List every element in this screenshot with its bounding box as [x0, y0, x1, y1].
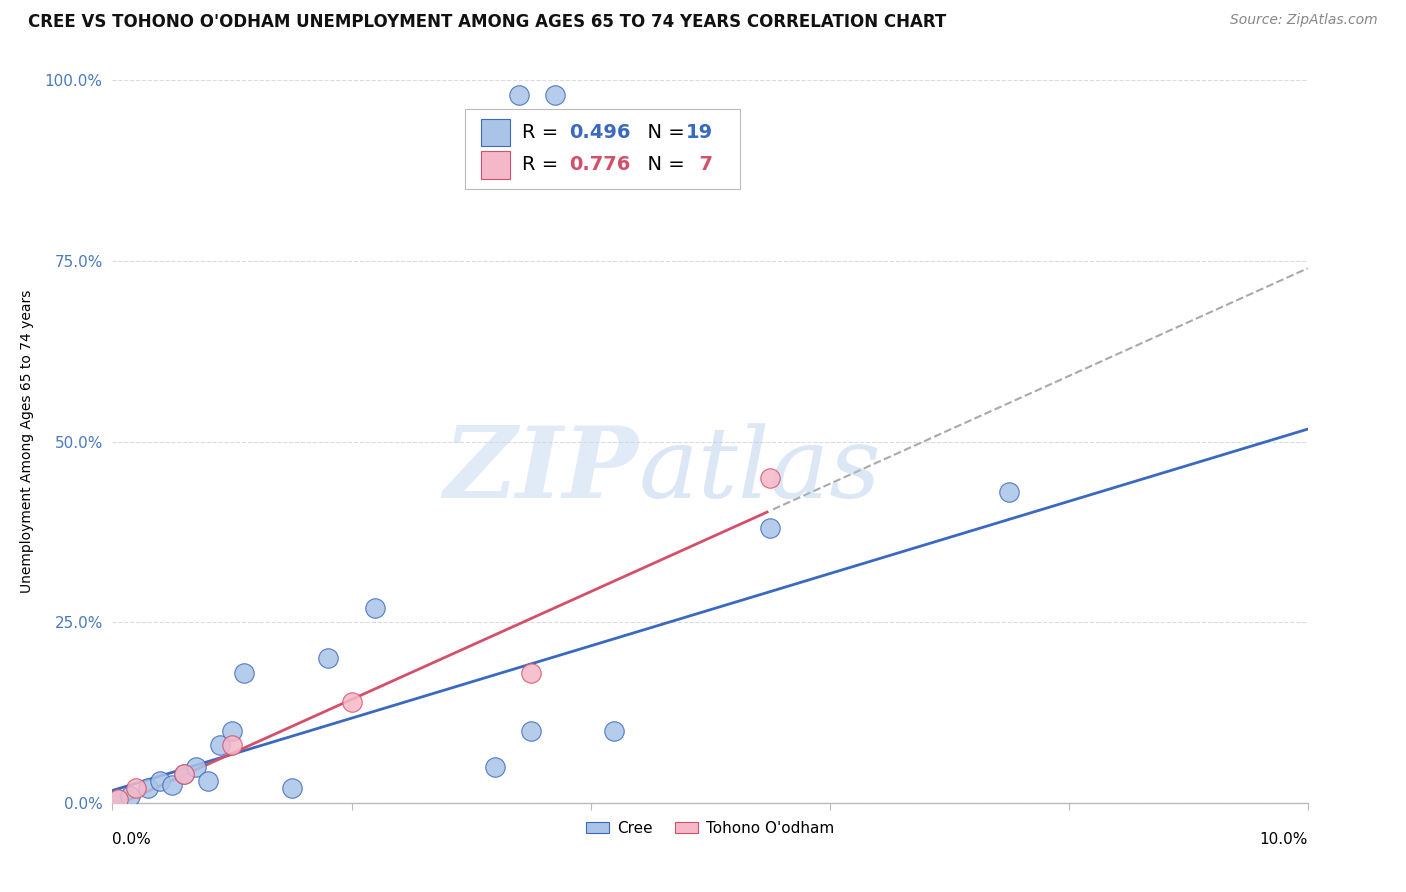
Text: 10.0%: 10.0%: [1260, 831, 1308, 847]
FancyBboxPatch shape: [481, 151, 510, 178]
FancyBboxPatch shape: [481, 119, 510, 146]
Text: atlas: atlas: [638, 423, 882, 518]
Text: 7: 7: [686, 155, 713, 174]
Text: CREE VS TOHONO O'ODHAM UNEMPLOYMENT AMONG AGES 65 TO 74 YEARS CORRELATION CHART: CREE VS TOHONO O'ODHAM UNEMPLOYMENT AMON…: [28, 13, 946, 31]
Text: 19: 19: [686, 123, 713, 142]
Y-axis label: Unemployment Among Ages 65 to 74 years: Unemployment Among Ages 65 to 74 years: [20, 290, 34, 593]
Text: 0.496: 0.496: [569, 123, 630, 142]
Text: 0.0%: 0.0%: [112, 831, 152, 847]
Text: R =: R =: [523, 123, 565, 142]
Text: N =: N =: [634, 155, 690, 174]
FancyBboxPatch shape: [465, 109, 740, 189]
Text: Source: ZipAtlas.com: Source: ZipAtlas.com: [1230, 13, 1378, 28]
Text: R =: R =: [523, 155, 565, 174]
Text: ZIP: ZIP: [443, 422, 638, 518]
Text: 0.776: 0.776: [569, 155, 630, 174]
Text: N =: N =: [634, 123, 690, 142]
Legend: Cree, Tohono O'odham: Cree, Tohono O'odham: [579, 815, 841, 842]
